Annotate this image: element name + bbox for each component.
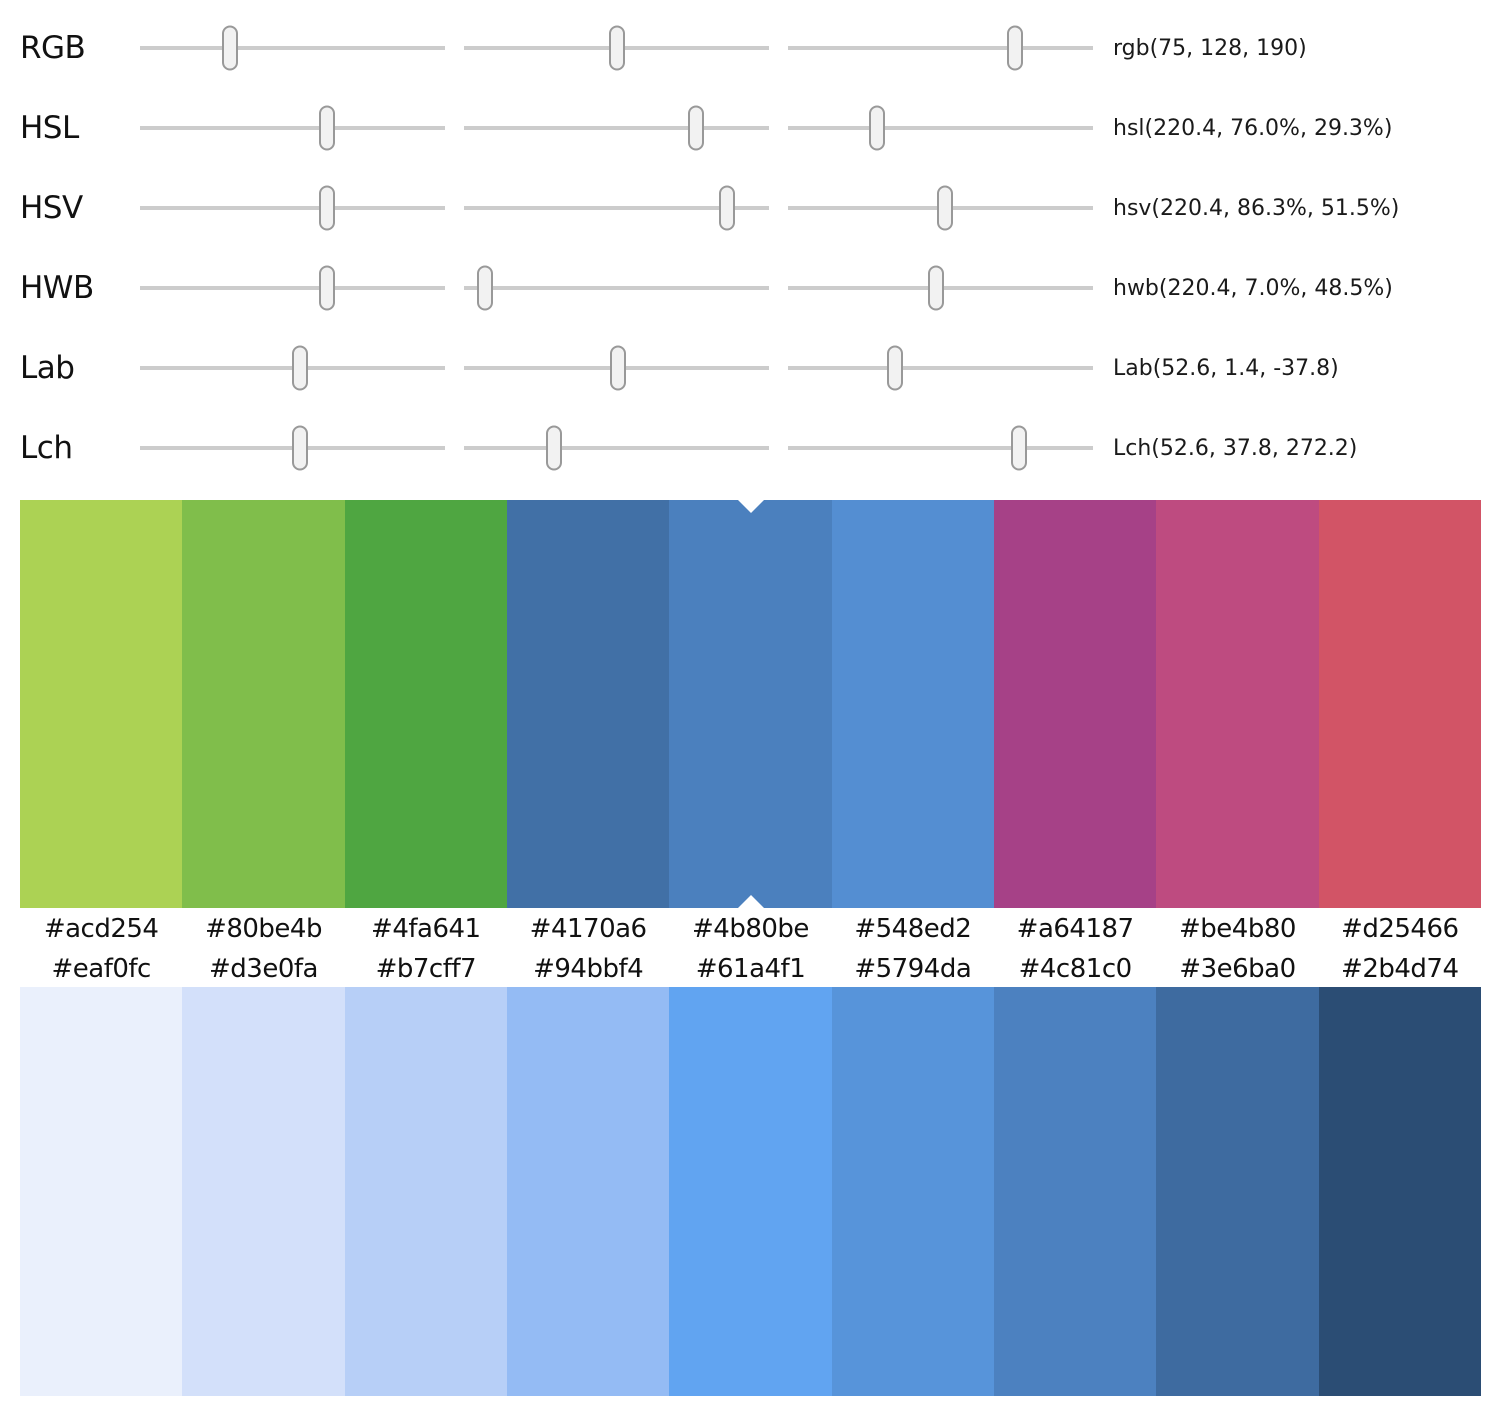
hue-hex-labels-2: #4fa641 xyxy=(371,914,481,944)
slider-value-hsv: hsv(220.4, 86.3%, 51.5%) xyxy=(1113,195,1400,221)
slider-rgb-b-thumb[interactable] xyxy=(1007,25,1024,71)
slider-rgb-r-thumb[interactable] xyxy=(221,25,238,71)
slider-hwb-h-track[interactable] xyxy=(140,265,445,311)
hue-hex-labels-1: #80be4b xyxy=(205,914,322,944)
lightness-hex-labels-7: #3e6ba0 xyxy=(1179,953,1296,984)
hue-palette-swatch-5[interactable] xyxy=(831,500,994,908)
lightness-hex-labels-8: #2b4d74 xyxy=(1341,953,1459,984)
slider-lch-c-track[interactable] xyxy=(464,425,769,471)
lightness-hex-labels-5: #5794da xyxy=(854,953,972,984)
slider-rgb-g-thumb[interactable] xyxy=(609,25,626,71)
slider-lab-l-track[interactable] xyxy=(140,345,445,391)
slider-value-rgb: rgb(75, 128, 190) xyxy=(1113,35,1307,61)
slider-hsv-s-thumb[interactable] xyxy=(719,185,736,231)
slider-rgb-b-track[interactable] xyxy=(788,25,1093,71)
slider-hsv-v-track[interactable] xyxy=(788,185,1093,231)
lightness-hex-labels-3: #94bbf4 xyxy=(533,953,644,984)
slider-row-lch: Lch Lch(52.6, 37.8, 272.2) xyxy=(0,408,1501,488)
slider-lab-b-track[interactable] xyxy=(788,345,1093,391)
slider-value-lch: Lch(52.6, 37.8, 272.2) xyxy=(1113,435,1358,461)
hue-palette-swatch-2[interactable] xyxy=(344,500,507,908)
slider-hsl-s-thumb[interactable] xyxy=(687,105,704,151)
lightness-hex-labels: #eaf0fc #d3e0fa #b7cff7 #94bbf4 #61a4f1 #5794… xyxy=(20,950,1481,987)
hue-palette-swatch-3[interactable] xyxy=(506,500,670,908)
lightness-hex-labels-2: #b7cff7 xyxy=(375,953,477,984)
slider-row-hsv: HSV hsv(220.4, 86.3%, 51.5%) xyxy=(0,168,1501,248)
lightness-hex-labels-0: #eaf0fc xyxy=(51,953,151,984)
slider-value-hsl: hsl(220.4, 76.0%, 29.3%) xyxy=(1113,115,1393,141)
lightness-hex-labels-1: #d3e0fa xyxy=(209,953,318,984)
slider-lch-c-thumb[interactable] xyxy=(545,425,562,471)
lightness-hex-labels-6: #4c81c0 xyxy=(1018,953,1133,984)
slider-hsv-v-thumb[interactable] xyxy=(937,185,954,231)
hue-palette xyxy=(20,500,1481,908)
slider-hsl-s-track[interactable] xyxy=(464,105,769,151)
lightness-hex-labels-4: #61a4f1 xyxy=(695,953,806,984)
slider-hsl-l-track[interactable] xyxy=(788,105,1093,151)
lightness-palette-swatch-3[interactable] xyxy=(506,987,670,1396)
hue-hex-labels-0: #acd254 xyxy=(43,914,159,944)
lightness-palette-swatch-2[interactable] xyxy=(344,987,507,1396)
slider-lab-l-thumb[interactable] xyxy=(292,345,309,391)
slider-hsv-h-thumb[interactable] xyxy=(318,185,335,231)
slider-row-label-hwb: HWB xyxy=(20,270,94,306)
hue-hex-labels-4: #4b80be xyxy=(692,914,809,944)
slider-hwb-b-track[interactable] xyxy=(788,265,1093,311)
slider-rgb-g-track[interactable] xyxy=(464,25,769,71)
lightness-palette-swatch-0[interactable] xyxy=(20,987,183,1396)
slider-hsv-s-track[interactable] xyxy=(464,185,769,231)
hue-hex-labels-5: #548ed2 xyxy=(854,914,972,944)
slider-lch-l-thumb[interactable] xyxy=(292,425,309,471)
lightness-palette-swatch-4[interactable] xyxy=(669,987,832,1396)
hue-palette-swatch-4[interactable] xyxy=(669,500,832,908)
slider-row-label-rgb: RGB xyxy=(20,30,86,66)
hue-hex-labels-8: #d25466 xyxy=(1341,914,1459,944)
slider-hwb-h-thumb[interactable] xyxy=(318,265,335,311)
lightness-palette-swatch-7[interactable] xyxy=(1156,987,1319,1396)
slider-row-label-hsl: HSL xyxy=(20,110,79,146)
slider-row-lab: Lab Lab(52.6, 1.4, -37.8) xyxy=(0,328,1501,408)
hue-palette-swatch-1[interactable] xyxy=(182,500,345,908)
lightness-palette xyxy=(20,987,1481,1396)
slider-lab-b-thumb[interactable] xyxy=(887,345,904,391)
hue-hex-labels-6: #a64187 xyxy=(1016,914,1134,944)
color-sliders: RGB rgb(75, 128, 190) HSL hsl(220.4, 76.0%,… xyxy=(0,0,1501,488)
slider-hwb-w-thumb[interactable] xyxy=(477,265,494,311)
slider-row-label-lch: Lch xyxy=(20,430,73,466)
lightness-palette-swatch-6[interactable] xyxy=(993,987,1157,1396)
slider-hsv-h-track[interactable] xyxy=(140,185,445,231)
slider-hsl-h-track[interactable] xyxy=(140,105,445,151)
slider-value-lab: Lab(52.6, 1.4, -37.8) xyxy=(1113,355,1339,381)
slider-lch-h-thumb[interactable] xyxy=(1010,425,1027,471)
hue-palette-swatch-8[interactable] xyxy=(1318,500,1481,908)
slider-rgb-r-track[interactable] xyxy=(140,25,445,71)
lightness-palette-swatch-5[interactable] xyxy=(831,987,994,1396)
slider-row-rgb: RGB rgb(75, 128, 190) xyxy=(0,8,1501,88)
slider-row-label-lab: Lab xyxy=(20,350,75,386)
hue-palette-swatch-6[interactable] xyxy=(993,500,1157,908)
hue-hex-labels: #acd254 #80be4b #4fa641 #4170a6 #4b80be #548e… xyxy=(20,908,1481,950)
hue-palette-swatch-0[interactable] xyxy=(20,500,183,908)
lightness-palette-swatch-1[interactable] xyxy=(182,987,345,1396)
slider-hsl-h-thumb[interactable] xyxy=(318,105,335,151)
slider-row-hsl: HSL hsl(220.4, 76.0%, 29.3%) xyxy=(0,88,1501,168)
slider-value-hwb: hwb(220.4, 7.0%, 48.5%) xyxy=(1113,275,1393,301)
slider-lch-h-track[interactable] xyxy=(788,425,1093,471)
slider-lab-a-thumb[interactable] xyxy=(610,345,627,391)
hue-hex-labels-3: #4170a6 xyxy=(529,914,647,944)
slider-row-hwb: HWB hwb(220.4, 7.0%, 48.5%) xyxy=(0,248,1501,328)
slider-row-label-hsv: HSV xyxy=(20,190,83,226)
slider-hwb-w-track[interactable] xyxy=(464,265,769,311)
slider-hsl-l-thumb[interactable] xyxy=(869,105,886,151)
slider-hwb-b-thumb[interactable] xyxy=(927,265,944,311)
slider-lch-l-track[interactable] xyxy=(140,425,445,471)
hue-palette-swatch-7[interactable] xyxy=(1156,500,1319,908)
hue-hex-labels-7: #be4b80 xyxy=(1179,914,1296,944)
lightness-palette-swatch-8[interactable] xyxy=(1318,987,1481,1396)
slider-lab-a-track[interactable] xyxy=(464,345,769,391)
